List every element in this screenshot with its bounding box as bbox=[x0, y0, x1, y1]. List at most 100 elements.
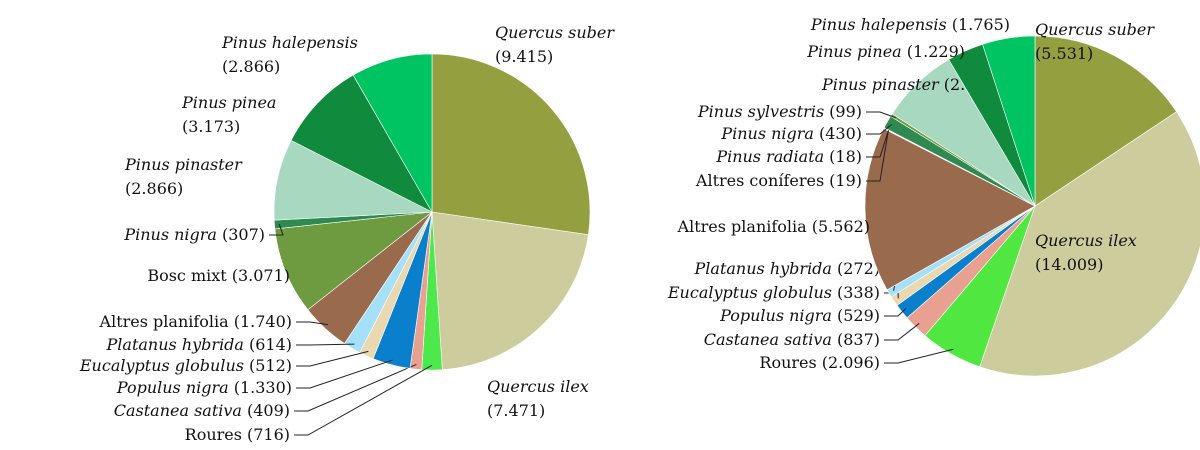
slice-value: (338) bbox=[837, 283, 880, 302]
slice-name: Bosc mixt bbox=[147, 266, 227, 285]
leader-line bbox=[866, 124, 893, 135]
slice-value: (1.765) bbox=[952, 15, 1010, 34]
slice-value: (2.866) bbox=[125, 179, 183, 198]
leader-line bbox=[294, 363, 417, 412]
slice-name: Pinus halepensis bbox=[221, 33, 358, 52]
slice-value: (716) bbox=[247, 425, 290, 444]
leader-line bbox=[296, 350, 369, 367]
slice-value: (5.562) bbox=[812, 217, 870, 236]
slice-label: Altres planifolia (5.562) bbox=[677, 217, 870, 236]
slice-value: (1.740) bbox=[234, 312, 292, 331]
pie-slice bbox=[431, 53, 591, 236]
slice-value: (2.096) bbox=[822, 353, 880, 372]
slice-value: (512) bbox=[249, 356, 292, 375]
slice-name: Pinus pinea bbox=[181, 93, 276, 112]
slice-name: Eucalyptus globulus bbox=[667, 283, 832, 302]
slice-label: Quercus suber (5.531) bbox=[1035, 20, 1155, 63]
slice-label: Platanus hybrida (614) bbox=[106, 335, 292, 354]
slice-value: (409) bbox=[247, 401, 290, 420]
slice-label: Altres planifolia (1.740) bbox=[99, 312, 292, 331]
slice-value: (430) bbox=[819, 124, 862, 143]
pie-slice bbox=[982, 35, 1036, 207]
slice-label: Pinus sylvestris (99) bbox=[697, 102, 862, 121]
slice-name: Quercus suber bbox=[1035, 20, 1155, 39]
slice-name: Pinus sylvestris bbox=[697, 102, 824, 121]
leader-line bbox=[866, 130, 889, 182]
slice-name: Pinus radiata bbox=[715, 147, 824, 166]
slice-label: Pinus halepensis (2.866) bbox=[221, 33, 358, 76]
slice-label: Quercus ilex (7.471) bbox=[487, 377, 589, 420]
pie-slice bbox=[352, 53, 433, 214]
slice-value: (99) bbox=[829, 102, 862, 121]
slice-value: (3.071) bbox=[232, 266, 290, 285]
slice-label: Castanea sativa (409) bbox=[114, 401, 290, 420]
slice-name: Pinus halepensis bbox=[810, 15, 947, 34]
leader-line bbox=[296, 343, 355, 346]
slice-name: Quercus suber bbox=[495, 23, 615, 42]
slice-value: (614) bbox=[249, 335, 292, 354]
slice-name: Roures bbox=[185, 425, 242, 444]
slice-label: Eucalyptus globulus (512) bbox=[79, 356, 292, 375]
slice-name: Eucalyptus globulus bbox=[79, 356, 244, 375]
slice-name: Castanea sativa bbox=[114, 401, 242, 420]
slice-value: (9.415) bbox=[495, 47, 553, 66]
slice-value: (1.330) bbox=[234, 378, 292, 397]
slice-name: Pinus pinea bbox=[806, 42, 901, 61]
leader-line bbox=[884, 348, 954, 364]
slice-label: Altres coníferes (19) bbox=[695, 171, 862, 190]
slice-label: Pinus pinaster (2.866) bbox=[124, 155, 243, 198]
slice-name: Quercus ilex bbox=[487, 377, 589, 396]
slice-name: Quercus ilex bbox=[1035, 231, 1137, 250]
slice-value: (7.471) bbox=[487, 401, 545, 420]
slice-name: Castanea sativa bbox=[704, 330, 832, 349]
leader-line bbox=[294, 364, 433, 436]
slice-value: (307) bbox=[222, 225, 265, 244]
pie-slice bbox=[1034, 35, 1177, 207]
slice-label: Eucalyptus globulus (338) bbox=[667, 283, 880, 302]
slice-label: Roures (2.096) bbox=[759, 353, 880, 372]
slice-label: Pinus nigra (307) bbox=[123, 225, 265, 244]
slice-label: Quercus ilex (14.009) bbox=[1035, 231, 1137, 274]
slice-value: (14.009) bbox=[1035, 255, 1103, 274]
slice-label: Roures (716) bbox=[185, 425, 290, 444]
slice-name: Pinus nigra bbox=[720, 124, 814, 143]
slice-value: (2.866) bbox=[222, 57, 280, 76]
slice-value: (3.173) bbox=[182, 117, 240, 136]
slice-value: (19) bbox=[829, 171, 862, 190]
slice-name: Altres planifolia bbox=[99, 312, 230, 331]
slice-label: Pinus nigra (430) bbox=[720, 124, 862, 143]
pie-slice bbox=[274, 211, 434, 311]
leader-line bbox=[866, 111, 896, 119]
pie-slice bbox=[290, 74, 433, 213]
slice-label: Pinus pinea (3.173) bbox=[181, 93, 276, 136]
leader-line bbox=[866, 130, 890, 158]
slice-name: Pinus nigra bbox=[123, 225, 217, 244]
leader-line bbox=[884, 308, 907, 317]
slice-name: Roures bbox=[759, 353, 816, 372]
slice-value: (5.531) bbox=[1035, 44, 1093, 63]
slice-label: Pinus radiata (18) bbox=[715, 147, 862, 166]
slice-label: Bosc mixt (3.071) bbox=[147, 266, 290, 285]
pie-slice bbox=[431, 211, 589, 370]
slice-label: Castanea sativa (837) bbox=[704, 330, 880, 349]
slice-name: Altres planifolia bbox=[677, 217, 808, 236]
pie-slice bbox=[864, 128, 1036, 291]
slice-label: Populus nigra (529) bbox=[719, 306, 880, 325]
leader-line bbox=[269, 223, 284, 236]
slice-name: Altres coníferes bbox=[695, 171, 824, 190]
slice-name: Populus nigra bbox=[116, 378, 229, 397]
slice-name: Platanus hybrida bbox=[694, 259, 832, 278]
slice-value: (837) bbox=[837, 330, 880, 349]
slice-label: Quercus suber (9.415) bbox=[495, 23, 615, 66]
slice-name: Platanus hybrida bbox=[106, 335, 244, 354]
slice-name: Pinus pinaster bbox=[124, 155, 243, 174]
slice-value: (529) bbox=[837, 306, 880, 325]
leader-line bbox=[884, 323, 920, 341]
leader-line bbox=[296, 359, 393, 389]
slice-name: Pinus pinaster bbox=[821, 75, 940, 94]
slice-label: Pinus pinea (1.229) bbox=[806, 42, 965, 61]
slice-value: (1.229) bbox=[907, 42, 965, 61]
leader-line bbox=[296, 321, 329, 326]
slice-value: (272) bbox=[837, 259, 880, 278]
